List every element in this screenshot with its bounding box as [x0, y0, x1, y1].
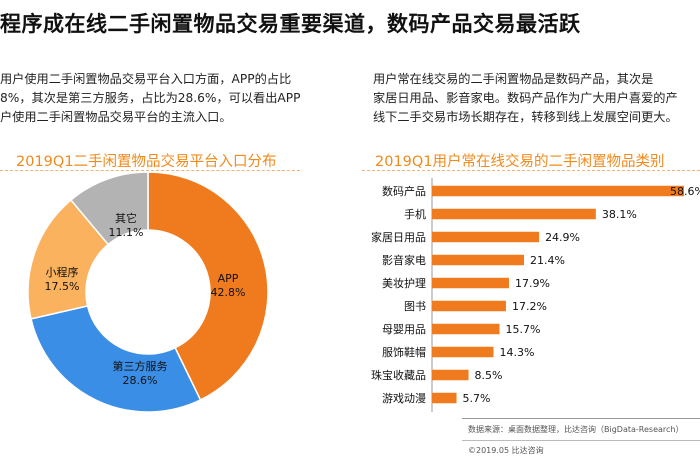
slice-category-label: 其它: [115, 211, 137, 225]
bar: [432, 369, 469, 381]
bar-category-label: 美妆护理: [382, 276, 426, 290]
slice-value-label: 11.1%: [109, 226, 144, 239]
right-paragraph: 用户常在线交易的二手闲置物品是数码产品，其次是 家居日用品、影音家电。数码产品作…: [373, 70, 700, 127]
pie-chart-title: 2019Q1二手闲置物品交易平台入口分布: [16, 154, 277, 170]
bar-category-label: 图书: [404, 300, 426, 313]
bar: [432, 277, 509, 289]
left-paragraph-line: 用户使用二手闲置物品交易平台入口方面，APP的占比: [0, 72, 292, 86]
bar: [432, 208, 596, 220]
source-note: 数据来源：桌面数据整理，比达咨询（BigData-Research）: [468, 425, 684, 434]
bar-value-label: 15.7%: [506, 323, 541, 336]
bar-category-label: 服饰鞋帽: [382, 345, 426, 359]
bar: [432, 254, 525, 266]
bar-title-divider: [362, 170, 700, 171]
bar-category-label: 家居日用品: [371, 230, 426, 244]
left-paragraph-line: 8%，其次是第三方服务，占比为28.6%，可以看出APP: [0, 91, 301, 105]
donut-slice: [147, 171, 269, 401]
bar-value-label: 8.5%: [475, 369, 503, 382]
donut-slice: [30, 305, 202, 413]
bar-category-label: 数码产品: [382, 184, 426, 198]
bar-value-label: 24.9%: [545, 231, 580, 244]
right-paragraph-line: 用户常在线交易的二手闲置物品是数码产品，其次是: [373, 72, 654, 86]
bar: [432, 300, 506, 312]
bar-value-label: 21.4%: [530, 254, 565, 267]
bar-category-label: 影音家电: [382, 253, 426, 267]
source-rule-2: [462, 440, 700, 441]
bar: [432, 346, 494, 358]
right-paragraph-line: 家居日用品、影音家电。数码产品作为广大用户喜爱的产: [373, 91, 678, 105]
slice-category-label: APP: [218, 272, 239, 285]
bar-value-label: 14.3%: [499, 346, 534, 359]
bar: [432, 392, 457, 404]
donut-slice: [69, 171, 149, 246]
bar-category-label: 珠宝收藏品: [371, 368, 426, 382]
bar-category-label: 手机: [404, 207, 426, 221]
bar-category-label: 母婴用品: [382, 323, 426, 336]
bar-value-label: 58.6%: [670, 185, 700, 198]
bar: [432, 231, 540, 243]
bar-chart: 数码产品 58.6% 手机 38.1% 家居日用品 24.9% 影音家电 21.4% 美妆护理 1…: [371, 178, 700, 412]
slice-category-label: 第三方服务: [113, 359, 168, 373]
copyright: ©2019.05 比达咨询: [468, 446, 544, 455]
bar: [432, 323, 500, 335]
source-rule: [462, 418, 700, 419]
slice-category-label: 小程序: [46, 265, 79, 279]
bar-value-label: 17.2%: [512, 300, 547, 313]
left-paragraph-line: 户使用二手闲置物品交易平台的主流入口。: [0, 110, 232, 124]
slice-value-label: 28.6%: [123, 374, 158, 387]
right-paragraph-line: 线下二手交易市场长期存在，转移到线上发展空间更大。: [373, 110, 678, 124]
bar-chart-title: 2019Q1用户常在线交易的二手闲置物品类别: [375, 154, 665, 170]
bar-category-label: 游戏动漫: [382, 391, 426, 405]
left-paragraph: 用户使用二手闲置物品交易平台入口方面，APP的占比 8%，其次是第三方服务，占比…: [0, 70, 340, 127]
bar-value-label: 38.1%: [602, 208, 637, 221]
slice-value-label: 42.8%: [211, 286, 246, 299]
headline: 程序成在线二手闲置物品交易重要渠道，数码产品交易最活跃: [0, 12, 581, 36]
pie-title-divider: [0, 170, 300, 171]
bar: [432, 185, 684, 197]
bar-value-label: 5.7%: [463, 392, 491, 405]
bar-value-label: 17.9%: [515, 277, 550, 290]
slice-value-label: 17.5%: [45, 280, 80, 293]
